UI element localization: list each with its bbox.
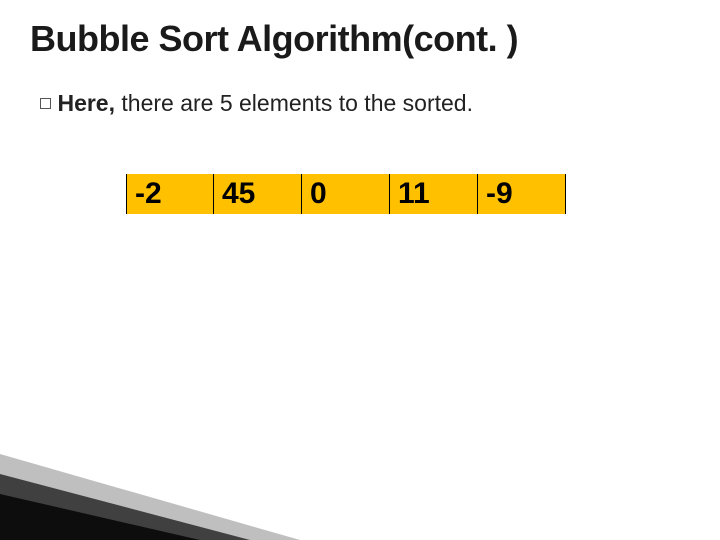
array-cell: 45 bbox=[214, 174, 302, 214]
body-line: Here, there are 5 elements to the sorted… bbox=[40, 90, 473, 117]
array-row: -2 45 0 11 -9 bbox=[126, 174, 566, 214]
slide-title: Bubble Sort Algorithm(cont. ) bbox=[30, 18, 518, 60]
bullet-square-icon bbox=[40, 98, 51, 109]
array-cell: 11 bbox=[390, 174, 478, 214]
body-text: Here, there are 5 elements to the sorted… bbox=[57, 90, 473, 116]
body-rest: there are 5 elements to the sorted. bbox=[115, 90, 473, 116]
array-cell: -9 bbox=[478, 174, 566, 214]
decorative-wedge-icon bbox=[0, 494, 200, 540]
array-cell: 0 bbox=[302, 174, 390, 214]
body-prefix: Here, bbox=[57, 90, 115, 116]
array-cell: -2 bbox=[126, 174, 214, 214]
